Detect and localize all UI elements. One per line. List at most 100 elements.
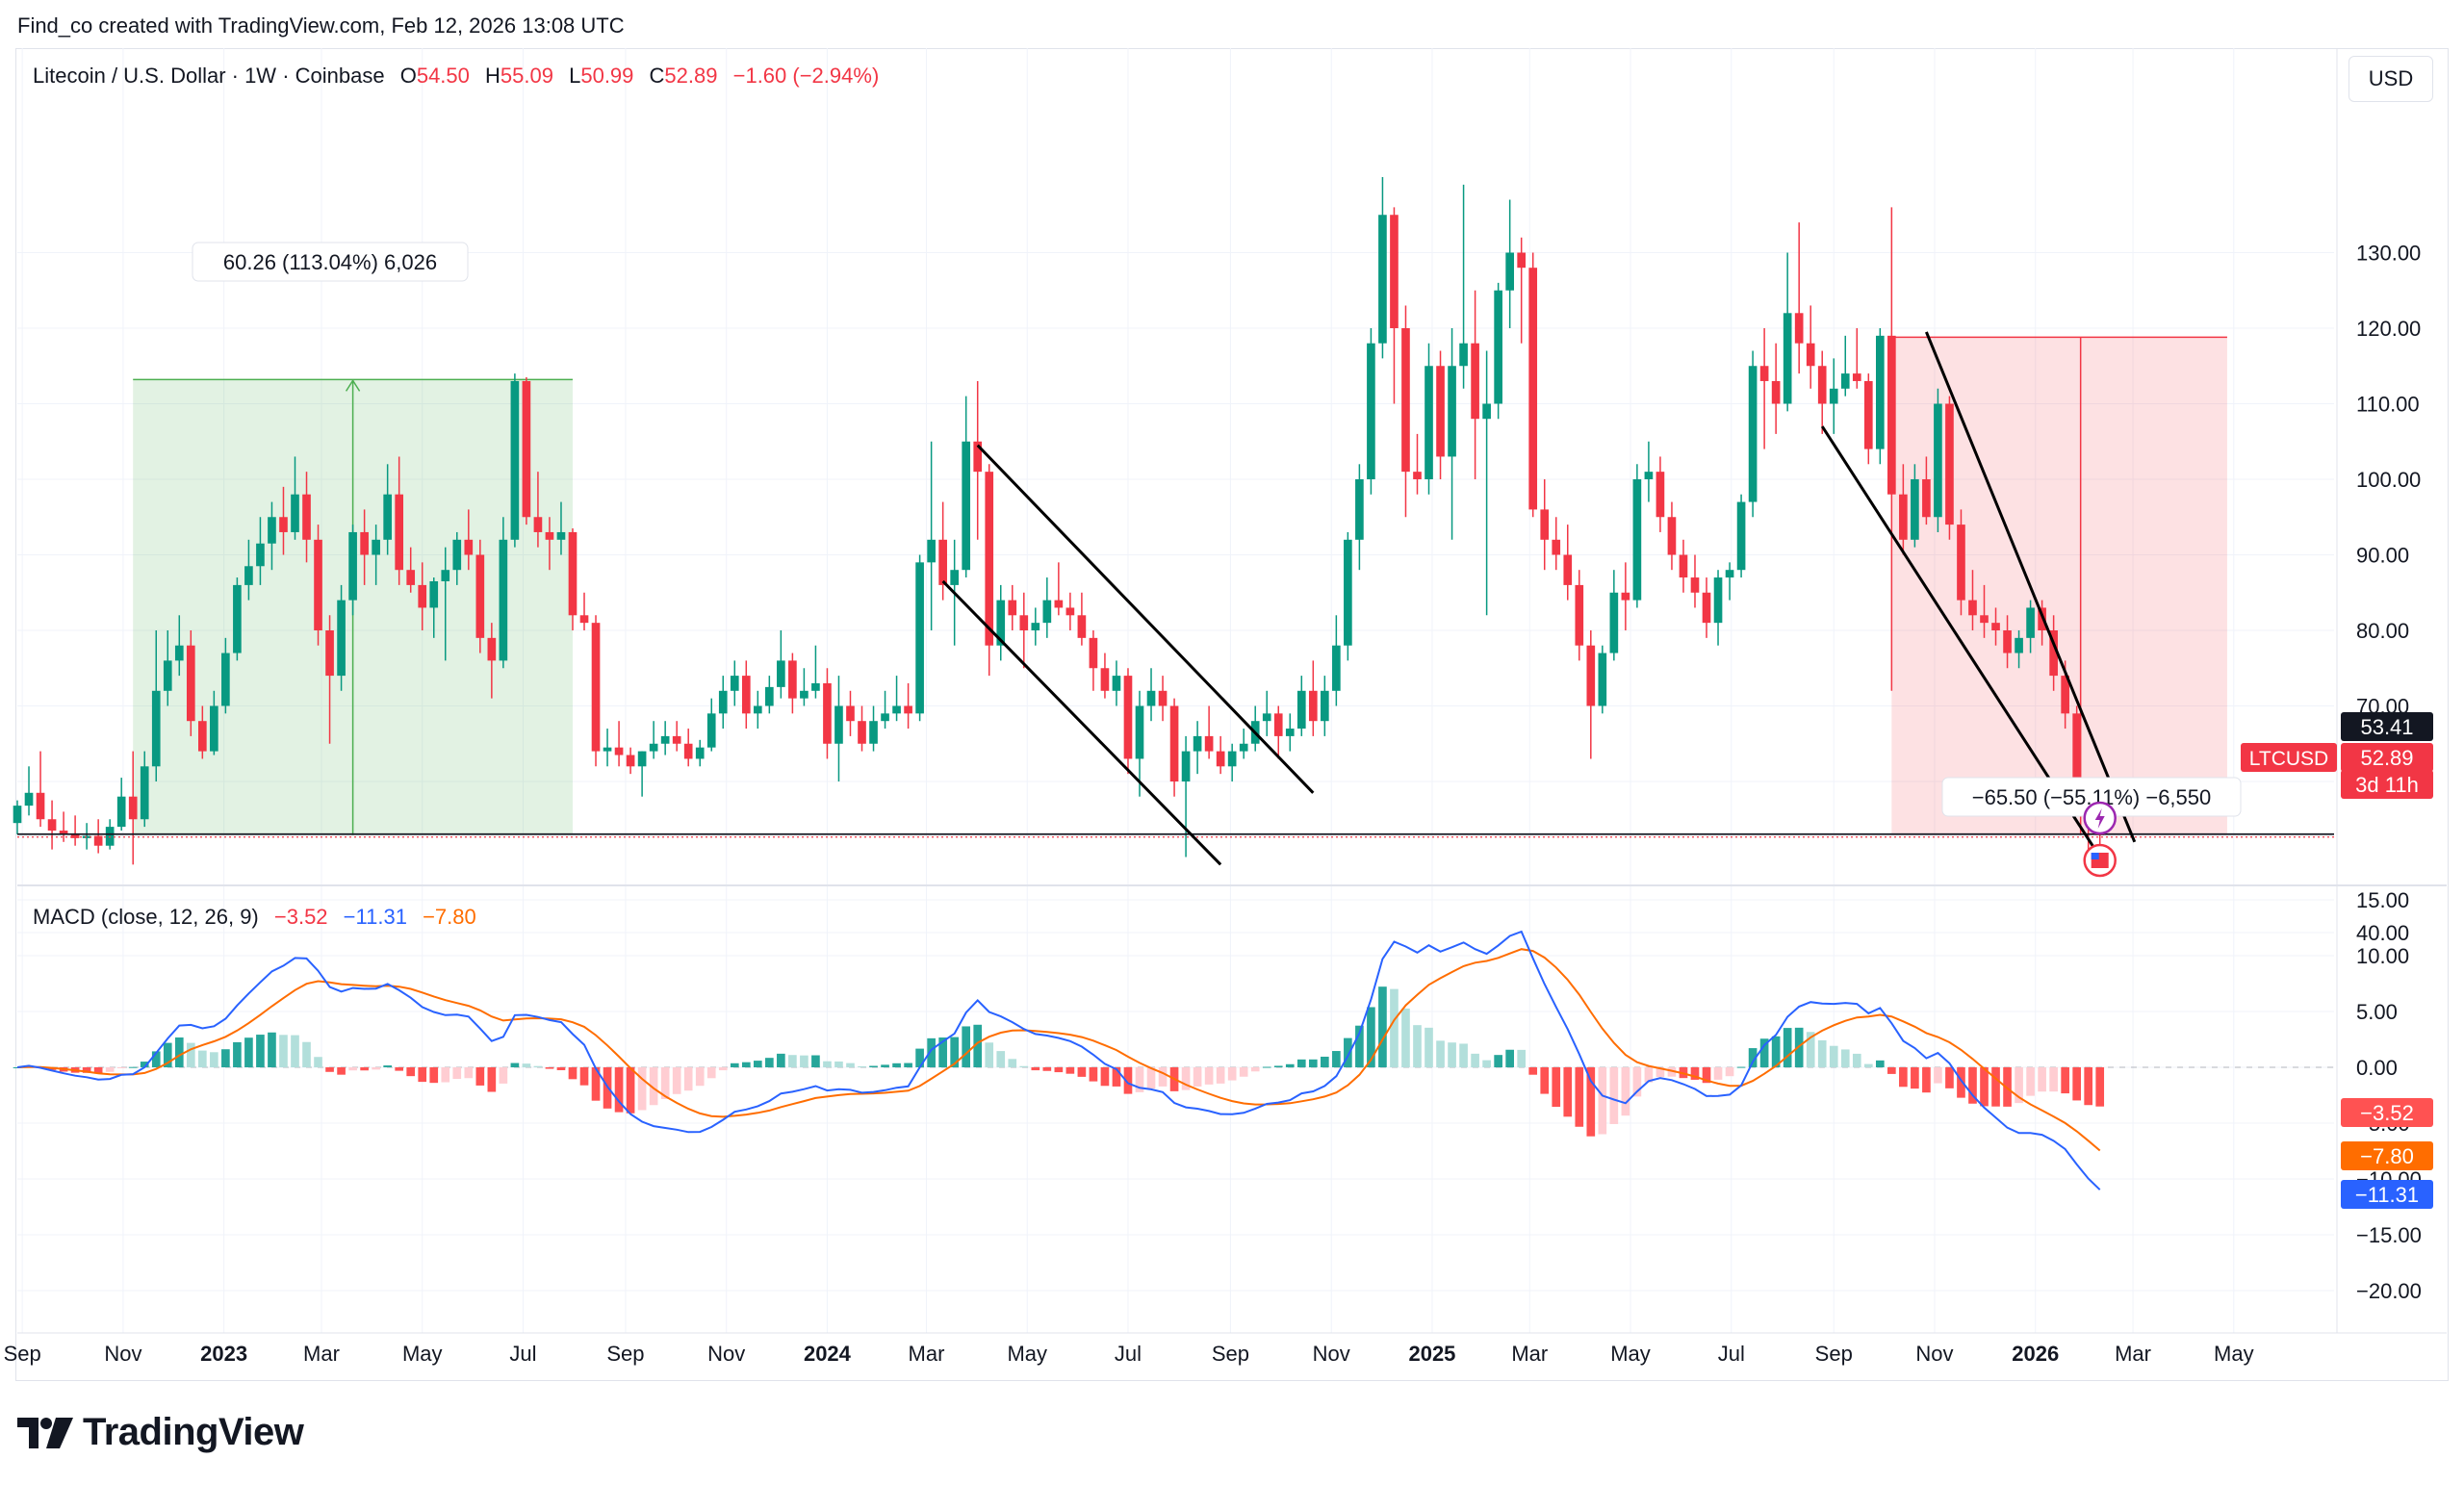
candle-body <box>1980 615 1989 624</box>
candle-body <box>1193 735 1202 752</box>
macd-hist-bar <box>233 1041 242 1067</box>
macd-legend[interactable]: MACD (close, 12, 26, 9) −3.52 −11.31 −7.… <box>33 905 476 930</box>
macd-hist-bar <box>2003 1067 2012 1107</box>
x-tick-label: Mar <box>303 1342 340 1366</box>
macd-hist-bar <box>892 1063 901 1067</box>
macd-signal-tag-bg <box>2341 1141 2433 1170</box>
candle-body <box>1713 577 1723 624</box>
candle-body <box>499 539 508 661</box>
x-tick-label: 2023 <box>200 1342 247 1366</box>
lightning-bolt-icon <box>2094 808 2105 829</box>
macd-hist-bar <box>348 1067 357 1071</box>
candle-body <box>70 833 80 838</box>
candle-body <box>591 623 601 752</box>
macd-hist-bar <box>1957 1067 1965 1098</box>
macd-hist-bar <box>927 1037 936 1067</box>
macd-line-tag-bg <box>2341 1180 2433 1209</box>
rally-measure-label[interactable]: 60.26 (113.04%) 6,026 <box>192 242 469 282</box>
macd-hist-bar <box>2095 1067 2105 1107</box>
macd-hist-bar <box>1644 1067 1654 1083</box>
candle-body <box>256 543 265 567</box>
candle-body <box>1355 479 1364 540</box>
x-tick-label: Sep <box>1815 1342 1853 1366</box>
price-tick-label: 110.00 <box>2356 393 2420 417</box>
symbol-legend[interactable]: Litecoin / U.S. Dollar · 1W · Coinbase O… <box>33 64 879 89</box>
candle-body <box>881 713 889 722</box>
candle-body <box>163 660 172 691</box>
macd-hist-bar <box>395 1067 404 1071</box>
candle-body <box>973 441 983 473</box>
macd-hist-bar <box>1158 1067 1168 1087</box>
high-price-tag-bg <box>2341 712 2433 741</box>
candle-body <box>938 539 947 585</box>
candle-body <box>1690 577 1700 593</box>
macd-hist-bar <box>1632 1067 1642 1097</box>
candle-body <box>2015 637 2023 653</box>
macd-hist-bar <box>1494 1055 1502 1067</box>
candle-body <box>1494 290 1502 404</box>
macd-hist-bar <box>174 1037 184 1067</box>
candle-body <box>1273 713 1283 736</box>
candle-body <box>1899 494 1908 540</box>
macd-hist-bar <box>1552 1067 1561 1108</box>
macd-hist-bar <box>1540 1067 1550 1094</box>
currency-button[interactable]: USD <box>2348 56 2433 102</box>
candle-body <box>291 494 299 532</box>
macd-hist-bar <box>1181 1067 1191 1090</box>
macd-hist-bar <box>1702 1067 1711 1084</box>
macd-hist-bar <box>1748 1048 1758 1067</box>
candle-body <box>649 743 658 752</box>
macd-hist-bar <box>1031 1067 1040 1071</box>
last-price-tag: 52.89 <box>2360 746 2413 770</box>
candle-body <box>869 721 878 744</box>
candle-body <box>1540 509 1550 540</box>
macd-hist-bar <box>1273 1065 1283 1067</box>
macd-hist-bar <box>1875 1060 1885 1067</box>
macd-hist-bar <box>279 1035 288 1067</box>
macd-tick-label: 0.00 <box>2356 1056 2398 1080</box>
candle-body <box>788 660 797 699</box>
candle-body <box>1656 472 1665 518</box>
candle-body <box>383 494 392 540</box>
x-tick-label: May <box>402 1342 443 1366</box>
x-tick-label: 2026 <box>2012 1342 2059 1366</box>
macd-hist-bar <box>151 1051 161 1067</box>
x-tick-label: Jul <box>509 1342 536 1366</box>
candle-body <box>395 494 404 571</box>
macd-hist-bar <box>1390 988 1399 1067</box>
candle-body <box>892 705 901 714</box>
macd-hist-bar <box>522 1063 531 1067</box>
candle-body <box>568 531 578 616</box>
macd-hist-tag: −3.52 <box>2360 1101 2414 1125</box>
macd-hist-bar <box>1413 1025 1422 1067</box>
candle-body <box>348 531 357 601</box>
macd-hist-bar <box>1598 1067 1607 1135</box>
macd-hist-bar <box>985 1042 994 1067</box>
candle-body <box>418 584 427 608</box>
candle-body <box>464 539 474 555</box>
macd-hist-bar <box>869 1065 878 1067</box>
macd-hist-bar <box>1227 1067 1237 1081</box>
x-tick-label: Sep <box>606 1342 644 1366</box>
candle-body <box>858 721 866 744</box>
candle-body <box>2072 713 2081 797</box>
candle-body <box>510 380 520 540</box>
candle-body <box>603 747 612 752</box>
tradingview-brand[interactable]: TradingView <box>17 1411 304 1454</box>
candle-body <box>1632 479 1642 601</box>
candle-body <box>82 835 91 838</box>
candle-body <box>140 766 149 820</box>
candle-body <box>1296 690 1306 730</box>
macd-hist-bar <box>1806 1032 1815 1067</box>
macd-signal-line <box>16 948 2101 1152</box>
price-tick-label: 120.00 <box>2356 317 2421 341</box>
x-tick-label: Jul <box>1115 1342 1142 1366</box>
candle-body <box>672 735 681 744</box>
macd-hist-bar <box>846 1063 855 1067</box>
macd-hist-bar <box>1656 1067 1665 1078</box>
candle-body <box>1135 705 1144 759</box>
candle-body <box>962 441 971 571</box>
macd-hist-bar <box>626 1067 635 1114</box>
macd-hist-bar <box>244 1037 253 1067</box>
